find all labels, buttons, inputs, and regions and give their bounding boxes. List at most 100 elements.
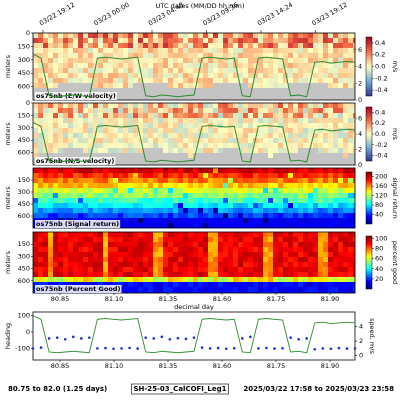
heatmap-cell bbox=[218, 128, 224, 134]
heatmap-cell bbox=[33, 173, 39, 179]
heatmap-cell bbox=[308, 73, 314, 79]
heatmap-cell bbox=[348, 138, 354, 144]
heatmap-cell bbox=[63, 277, 69, 283]
heatmap-cell bbox=[343, 123, 349, 129]
heatmap-cell bbox=[138, 58, 144, 64]
heatmap-cell bbox=[43, 188, 49, 194]
heatmap-cell bbox=[153, 48, 159, 54]
heatmap-cell bbox=[298, 33, 304, 39]
heatmap-cell bbox=[303, 193, 309, 199]
heatmap-cell bbox=[183, 272, 189, 278]
heatmap-cell bbox=[328, 83, 334, 89]
heatmap-cell bbox=[128, 203, 134, 209]
heatmap-cell bbox=[53, 113, 59, 119]
heatmap-cell bbox=[288, 237, 294, 243]
heatmap-cell bbox=[333, 158, 339, 164]
heatmap-cell bbox=[73, 73, 79, 79]
heatmap-cell bbox=[283, 208, 289, 214]
heatmap-cell bbox=[313, 38, 319, 44]
heatmap-cell bbox=[223, 133, 229, 139]
heatmap-cell bbox=[333, 143, 339, 149]
heatmap-cell bbox=[58, 53, 64, 59]
heatmap-cell bbox=[128, 173, 134, 179]
colorbar-tick-label: -0.4 bbox=[375, 86, 388, 94]
heatmap-cell bbox=[228, 78, 234, 84]
heatmap-cell bbox=[343, 83, 349, 89]
heatmap-cell bbox=[278, 218, 284, 224]
heatmap-cell bbox=[153, 138, 159, 144]
heatmap-cell bbox=[93, 113, 99, 119]
heatmap-cell bbox=[113, 88, 119, 94]
heatmap-cell bbox=[318, 53, 324, 59]
heatmap-cell bbox=[208, 143, 214, 149]
heatmap-cell bbox=[198, 277, 204, 283]
heatmap-cell bbox=[58, 33, 64, 39]
heatmap-cell bbox=[273, 83, 279, 89]
heatmap-cell bbox=[193, 48, 199, 54]
heatmap-cell bbox=[258, 113, 264, 119]
heatmap-cell bbox=[173, 168, 179, 174]
heatmap-cell bbox=[298, 257, 304, 263]
heatmap-cell bbox=[283, 123, 289, 129]
heatmap-cell bbox=[318, 63, 324, 69]
heatmap-cell bbox=[128, 218, 134, 224]
heatmap-cell bbox=[138, 158, 144, 164]
heatmap-cell bbox=[78, 168, 84, 174]
heatmap-cell bbox=[353, 103, 356, 109]
heatmap-cell bbox=[118, 173, 124, 179]
heatmap-cell bbox=[43, 247, 49, 253]
heatmap-cell bbox=[118, 83, 124, 89]
heatmap-cell bbox=[168, 178, 174, 184]
y-tick-label: 450 bbox=[18, 69, 30, 77]
heatmap-cell bbox=[328, 163, 334, 166]
heatmap-cell bbox=[223, 88, 229, 94]
heading-point bbox=[216, 346, 220, 350]
heatmap-cell bbox=[223, 183, 229, 189]
heatmap-cell bbox=[38, 203, 44, 209]
heatmap-cell bbox=[353, 277, 356, 283]
heatmap-cell bbox=[298, 247, 304, 253]
heatmap-cell bbox=[223, 193, 229, 199]
heatmap-cell bbox=[93, 58, 99, 64]
heatmap-cell bbox=[183, 188, 189, 194]
heatmap-cell bbox=[133, 277, 139, 283]
heatmap-cell bbox=[168, 252, 174, 258]
heatmap-cell bbox=[143, 53, 149, 59]
heatmap-cell bbox=[333, 272, 339, 278]
heatmap-cell bbox=[288, 138, 294, 144]
heatmap-cell bbox=[333, 33, 339, 39]
heatmap-cell bbox=[143, 257, 149, 263]
heatmap-cell bbox=[273, 163, 279, 166]
heatmap-cell bbox=[218, 262, 224, 268]
heatmap-cell bbox=[338, 168, 344, 174]
heatmap-cell bbox=[278, 237, 284, 243]
heatmap-cell bbox=[263, 252, 269, 258]
heatmap-cell bbox=[338, 53, 344, 59]
heatmap-cell bbox=[133, 93, 139, 99]
heatmap-cell bbox=[218, 138, 224, 144]
heatmap-cell bbox=[313, 103, 319, 109]
heatmap-cell bbox=[273, 38, 279, 44]
heatmap-cell bbox=[53, 232, 59, 238]
heatmap-cell bbox=[298, 63, 304, 69]
heatmap-cell bbox=[183, 133, 189, 139]
heatmap-cell bbox=[318, 38, 324, 44]
heatmap-cell bbox=[278, 73, 284, 79]
heatmap-cell bbox=[43, 33, 49, 39]
heatmap-cell bbox=[43, 43, 49, 49]
heatmap-cell bbox=[108, 242, 114, 248]
heatmap-cell bbox=[73, 113, 79, 119]
heatmap-cell bbox=[308, 33, 314, 39]
heatmap-cell bbox=[278, 113, 284, 119]
heatmap-cell bbox=[58, 48, 64, 54]
heatmap-cell bbox=[308, 242, 314, 248]
heatmap-cell bbox=[238, 277, 244, 283]
heatmap-cell bbox=[163, 203, 169, 209]
heatmap-cell bbox=[73, 118, 79, 124]
heatmap-cell bbox=[193, 178, 199, 184]
heatmap-cell bbox=[338, 223, 344, 229]
heatmap-cell bbox=[148, 277, 154, 283]
heatmap-cell bbox=[228, 68, 234, 74]
heatmap-cell bbox=[278, 198, 284, 204]
heatmap-cell bbox=[298, 108, 304, 114]
